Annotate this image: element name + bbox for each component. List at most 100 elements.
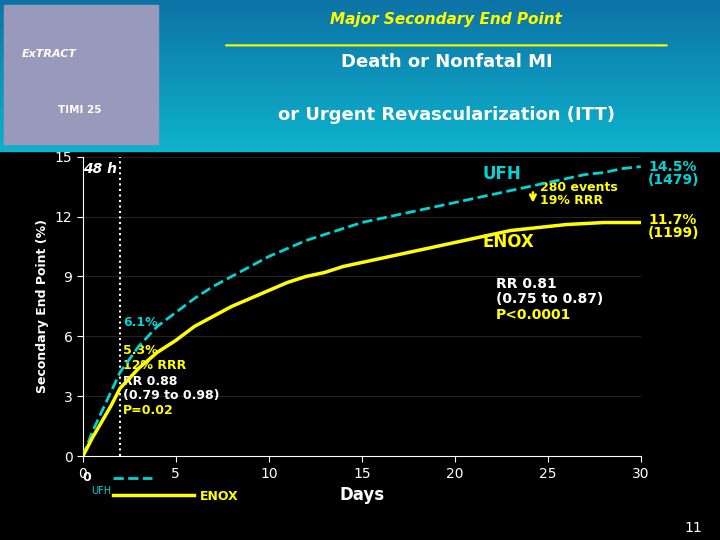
Bar xyxy=(0,142,720,144)
Bar xyxy=(0,100,720,102)
Bar xyxy=(0,98,720,100)
Text: UFH: UFH xyxy=(482,165,521,183)
Bar xyxy=(0,82,720,83)
Bar xyxy=(0,86,720,87)
Bar xyxy=(0,66,720,68)
Bar xyxy=(0,27,720,29)
Bar xyxy=(0,12,720,14)
Bar xyxy=(0,139,720,140)
Text: (1199): (1199) xyxy=(648,226,700,240)
X-axis label: Days: Days xyxy=(339,487,384,504)
Bar xyxy=(0,42,720,44)
Bar xyxy=(0,77,720,79)
Text: 48 h: 48 h xyxy=(84,161,117,176)
Bar xyxy=(0,133,720,134)
Text: UFH: UFH xyxy=(91,485,112,496)
Text: (1479): (1479) xyxy=(648,173,700,187)
Bar xyxy=(0,24,720,26)
Bar xyxy=(0,57,720,59)
Text: 280 events: 280 events xyxy=(540,180,618,193)
Bar xyxy=(0,148,720,150)
Bar xyxy=(0,44,720,45)
Text: RR 0.81: RR 0.81 xyxy=(496,278,557,292)
Bar xyxy=(0,14,720,15)
Bar xyxy=(0,104,720,106)
Bar xyxy=(0,64,720,65)
Bar xyxy=(0,56,720,57)
Bar xyxy=(0,41,720,42)
Bar xyxy=(0,85,720,86)
Bar xyxy=(0,138,720,139)
Bar xyxy=(0,6,720,8)
Text: 11: 11 xyxy=(684,521,702,535)
Text: 19% RRR: 19% RRR xyxy=(540,193,603,207)
Bar xyxy=(0,45,720,47)
Bar xyxy=(0,59,720,60)
Text: 12% RRR: 12% RRR xyxy=(123,360,186,373)
Bar xyxy=(0,118,720,119)
Bar xyxy=(0,121,720,123)
Text: Death or Nonfatal MI: Death or Nonfatal MI xyxy=(341,53,552,71)
Bar xyxy=(0,19,720,21)
Bar xyxy=(0,89,720,91)
Bar xyxy=(0,87,720,89)
Bar xyxy=(0,72,720,74)
Text: P<0.0001: P<0.0001 xyxy=(496,308,571,322)
Text: 5.3%: 5.3% xyxy=(123,345,158,357)
Text: RR 0.88: RR 0.88 xyxy=(123,375,177,388)
Bar xyxy=(0,124,720,125)
Bar xyxy=(0,145,720,147)
Bar xyxy=(0,36,720,38)
Text: Major Secondary End Point: Major Secondary End Point xyxy=(330,12,562,27)
Bar xyxy=(0,125,720,127)
Text: TIMI 25: TIMI 25 xyxy=(58,105,101,116)
Bar xyxy=(0,74,720,76)
Bar xyxy=(0,147,720,148)
Bar xyxy=(0,60,720,62)
Bar xyxy=(0,132,720,133)
Bar xyxy=(0,94,720,95)
Y-axis label: Secondary End Point (%): Secondary End Point (%) xyxy=(36,219,49,394)
Text: ENOX: ENOX xyxy=(482,233,534,251)
Bar xyxy=(0,0,720,2)
Bar xyxy=(0,95,720,97)
Bar xyxy=(0,9,720,11)
Bar xyxy=(0,35,720,36)
Bar xyxy=(0,11,720,12)
Bar xyxy=(0,17,720,18)
Text: 14.5%: 14.5% xyxy=(648,160,697,173)
Bar xyxy=(0,91,720,92)
Bar xyxy=(0,49,720,50)
Bar xyxy=(0,21,720,23)
Bar xyxy=(0,2,720,3)
Bar xyxy=(0,33,720,35)
Bar xyxy=(0,18,720,19)
Bar xyxy=(0,3,720,4)
Bar xyxy=(0,26,720,27)
Bar xyxy=(0,103,720,104)
Bar xyxy=(0,68,720,70)
Text: ExTRACT: ExTRACT xyxy=(22,50,76,59)
Bar xyxy=(0,53,720,55)
Text: (0.79 to 0.98): (0.79 to 0.98) xyxy=(123,389,220,402)
Bar xyxy=(0,76,720,77)
Text: P=0.02: P=0.02 xyxy=(123,404,174,417)
Bar xyxy=(0,62,720,64)
Text: ENOX: ENOX xyxy=(199,490,238,503)
Bar xyxy=(0,83,720,85)
Bar xyxy=(0,50,720,51)
Bar xyxy=(0,29,720,30)
Text: (0.75 to 0.87): (0.75 to 0.87) xyxy=(496,293,603,307)
Bar xyxy=(0,4,720,6)
Bar xyxy=(0,123,720,124)
Bar xyxy=(0,80,720,82)
Bar xyxy=(0,112,720,113)
Text: 6.1%: 6.1% xyxy=(123,316,158,329)
Bar xyxy=(0,55,720,56)
Bar xyxy=(0,107,720,109)
Bar xyxy=(0,15,720,17)
Bar xyxy=(0,134,720,136)
Bar xyxy=(0,119,720,121)
Bar xyxy=(0,127,720,129)
Bar xyxy=(0,65,720,66)
